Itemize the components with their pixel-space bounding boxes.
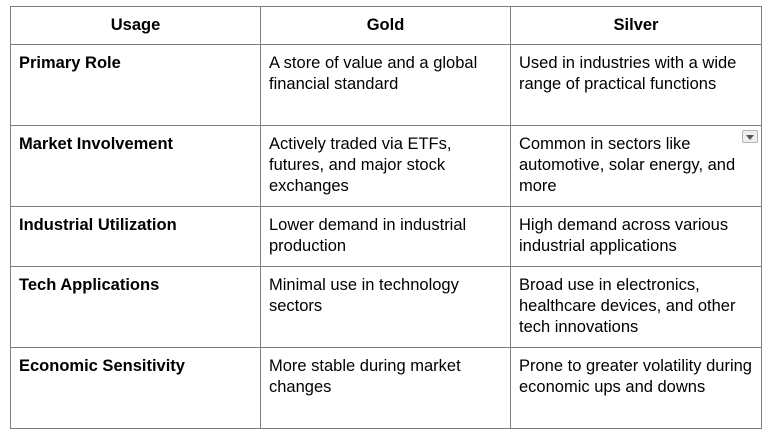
cell-gold-primary-role[interactable]: A store of value and a global financial …: [260, 44, 511, 126]
cell-silver-primary-role[interactable]: Used in industries with a wide range of …: [510, 44, 762, 126]
cell-menu-button[interactable]: [742, 130, 758, 143]
row-label-industrial-utilization[interactable]: Industrial Utilization: [10, 206, 261, 267]
cell-gold-economic-sensitivity[interactable]: More stable during market changes: [260, 347, 511, 429]
table-row: Market Involvement Actively traded via E…: [10, 125, 762, 207]
cell-silver-tech-applications[interactable]: Broad use in electronics, healthcare dev…: [510, 266, 762, 348]
cell-gold-market-involvement[interactable]: Actively traded via ETFs, futures, and m…: [260, 125, 511, 207]
cell-silver-industrial-utilization[interactable]: High demand across various industrial ap…: [510, 206, 762, 267]
table-row: Economic Sensitivity More stable during …: [10, 347, 762, 429]
table-header-row: Usage Gold Silver: [10, 6, 762, 45]
cell-silver-economic-sensitivity[interactable]: Prone to greater volatility during econo…: [510, 347, 762, 429]
header-silver[interactable]: Silver: [510, 6, 762, 45]
table-row: Primary Role A store of value and a glob…: [10, 44, 762, 126]
comparison-table-container: Usage Gold Silver Primary Role A store o…: [10, 6, 762, 429]
row-label-market-involvement[interactable]: Market Involvement: [10, 125, 261, 207]
header-usage[interactable]: Usage: [10, 6, 261, 45]
cell-silver-market-involvement[interactable]: Common in sectors like automotive, solar…: [510, 125, 762, 207]
row-label-economic-sensitivity[interactable]: Economic Sensitivity: [10, 347, 261, 429]
table-row: Tech Applications Minimal use in technol…: [10, 266, 762, 348]
table-row: Industrial Utilization Lower demand in i…: [10, 206, 762, 267]
header-gold[interactable]: Gold: [260, 6, 511, 45]
row-label-tech-applications[interactable]: Tech Applications: [10, 266, 261, 348]
gold-silver-comparison-table: Usage Gold Silver Primary Role A store o…: [10, 6, 762, 429]
cell-gold-tech-applications[interactable]: Minimal use in technology sectors: [260, 266, 511, 348]
cell-silver-market-involvement-text: Common in sectors like automotive, solar…: [519, 135, 736, 195]
cell-gold-industrial-utilization[interactable]: Lower demand in industrial production: [260, 206, 511, 267]
row-label-primary-role[interactable]: Primary Role: [10, 44, 261, 126]
chevron-down-icon: [746, 134, 754, 140]
